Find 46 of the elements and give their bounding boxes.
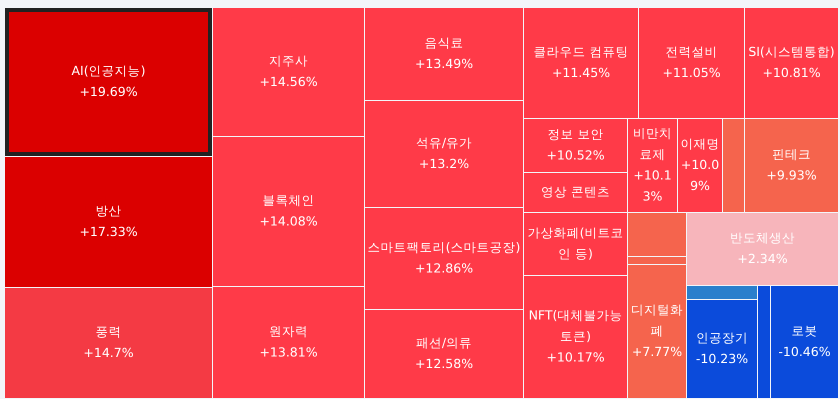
- category-label: 방산: [96, 202, 122, 218]
- category-label: 이재명: [680, 136, 720, 151]
- data-label: +12.58%: [414, 356, 474, 371]
- category-label: 블록체인: [262, 192, 314, 208]
- data-label: +13.81%: [259, 344, 318, 360]
- category-label: 비만치료제: [633, 125, 672, 162]
- data-label: +11.05%: [662, 64, 721, 80]
- category-label: 스마트팩토리(스마트공장): [368, 239, 520, 254]
- data-label: +14.56%: [259, 74, 318, 89]
- data-label: +7.77%: [632, 344, 682, 359]
- data-label: +10.52%: [546, 147, 605, 162]
- category-label: 영상 콘텐츠: [541, 184, 610, 199]
- category-label: 음식료: [424, 34, 464, 50]
- category-label: 지주사: [269, 52, 308, 68]
- data-label: +14.08%: [259, 213, 318, 228]
- category-label: 풍력: [96, 324, 122, 339]
- data-label: -10.46%: [778, 344, 831, 359]
- category-label: 전력설비: [666, 44, 718, 59]
- data-label: +2.34%: [737, 250, 788, 266]
- data-label: +17.33%: [79, 224, 138, 239]
- category-label: 정보 보안: [548, 126, 604, 142]
- category-label: 원자력: [269, 323, 308, 338]
- data-label: +10.17%: [546, 349, 605, 364]
- category-label: 반도체생산: [730, 230, 795, 245]
- category-label: SI(시스템통합): [748, 44, 835, 59]
- data-label: +14.7%: [83, 344, 134, 360]
- category-label: 로봇: [792, 322, 818, 338]
- category-label: 석유/유가: [416, 134, 472, 150]
- data-label: +19.69%: [79, 84, 138, 99]
- category-label: 패션/의류: [416, 334, 472, 350]
- category-label: 클라우드 컴퓨팅: [534, 44, 628, 59]
- category-label: 인공장기: [696, 330, 748, 345]
- data-label: +13.2%: [418, 156, 470, 171]
- data-label: +9.93%: [766, 167, 817, 182]
- data-label: +10.81%: [762, 64, 821, 80]
- category-label: NFT(대체불가능토큰): [528, 307, 622, 344]
- data-label: +13.49%: [414, 56, 474, 71]
- data-label: +11.45%: [552, 64, 610, 80]
- data-label: +10.09%: [680, 156, 720, 193]
- data-label: +10.13%: [633, 167, 672, 204]
- category-label: 핀테크: [772, 146, 811, 162]
- category-label: AI(인공지능): [72, 62, 146, 78]
- data-label: -10.23%: [696, 350, 748, 366]
- category-label: 가상화폐(비트코인 등): [528, 224, 624, 261]
- category-label: 디지털화폐: [631, 302, 683, 338]
- data-label: +12.86%: [414, 260, 474, 276]
